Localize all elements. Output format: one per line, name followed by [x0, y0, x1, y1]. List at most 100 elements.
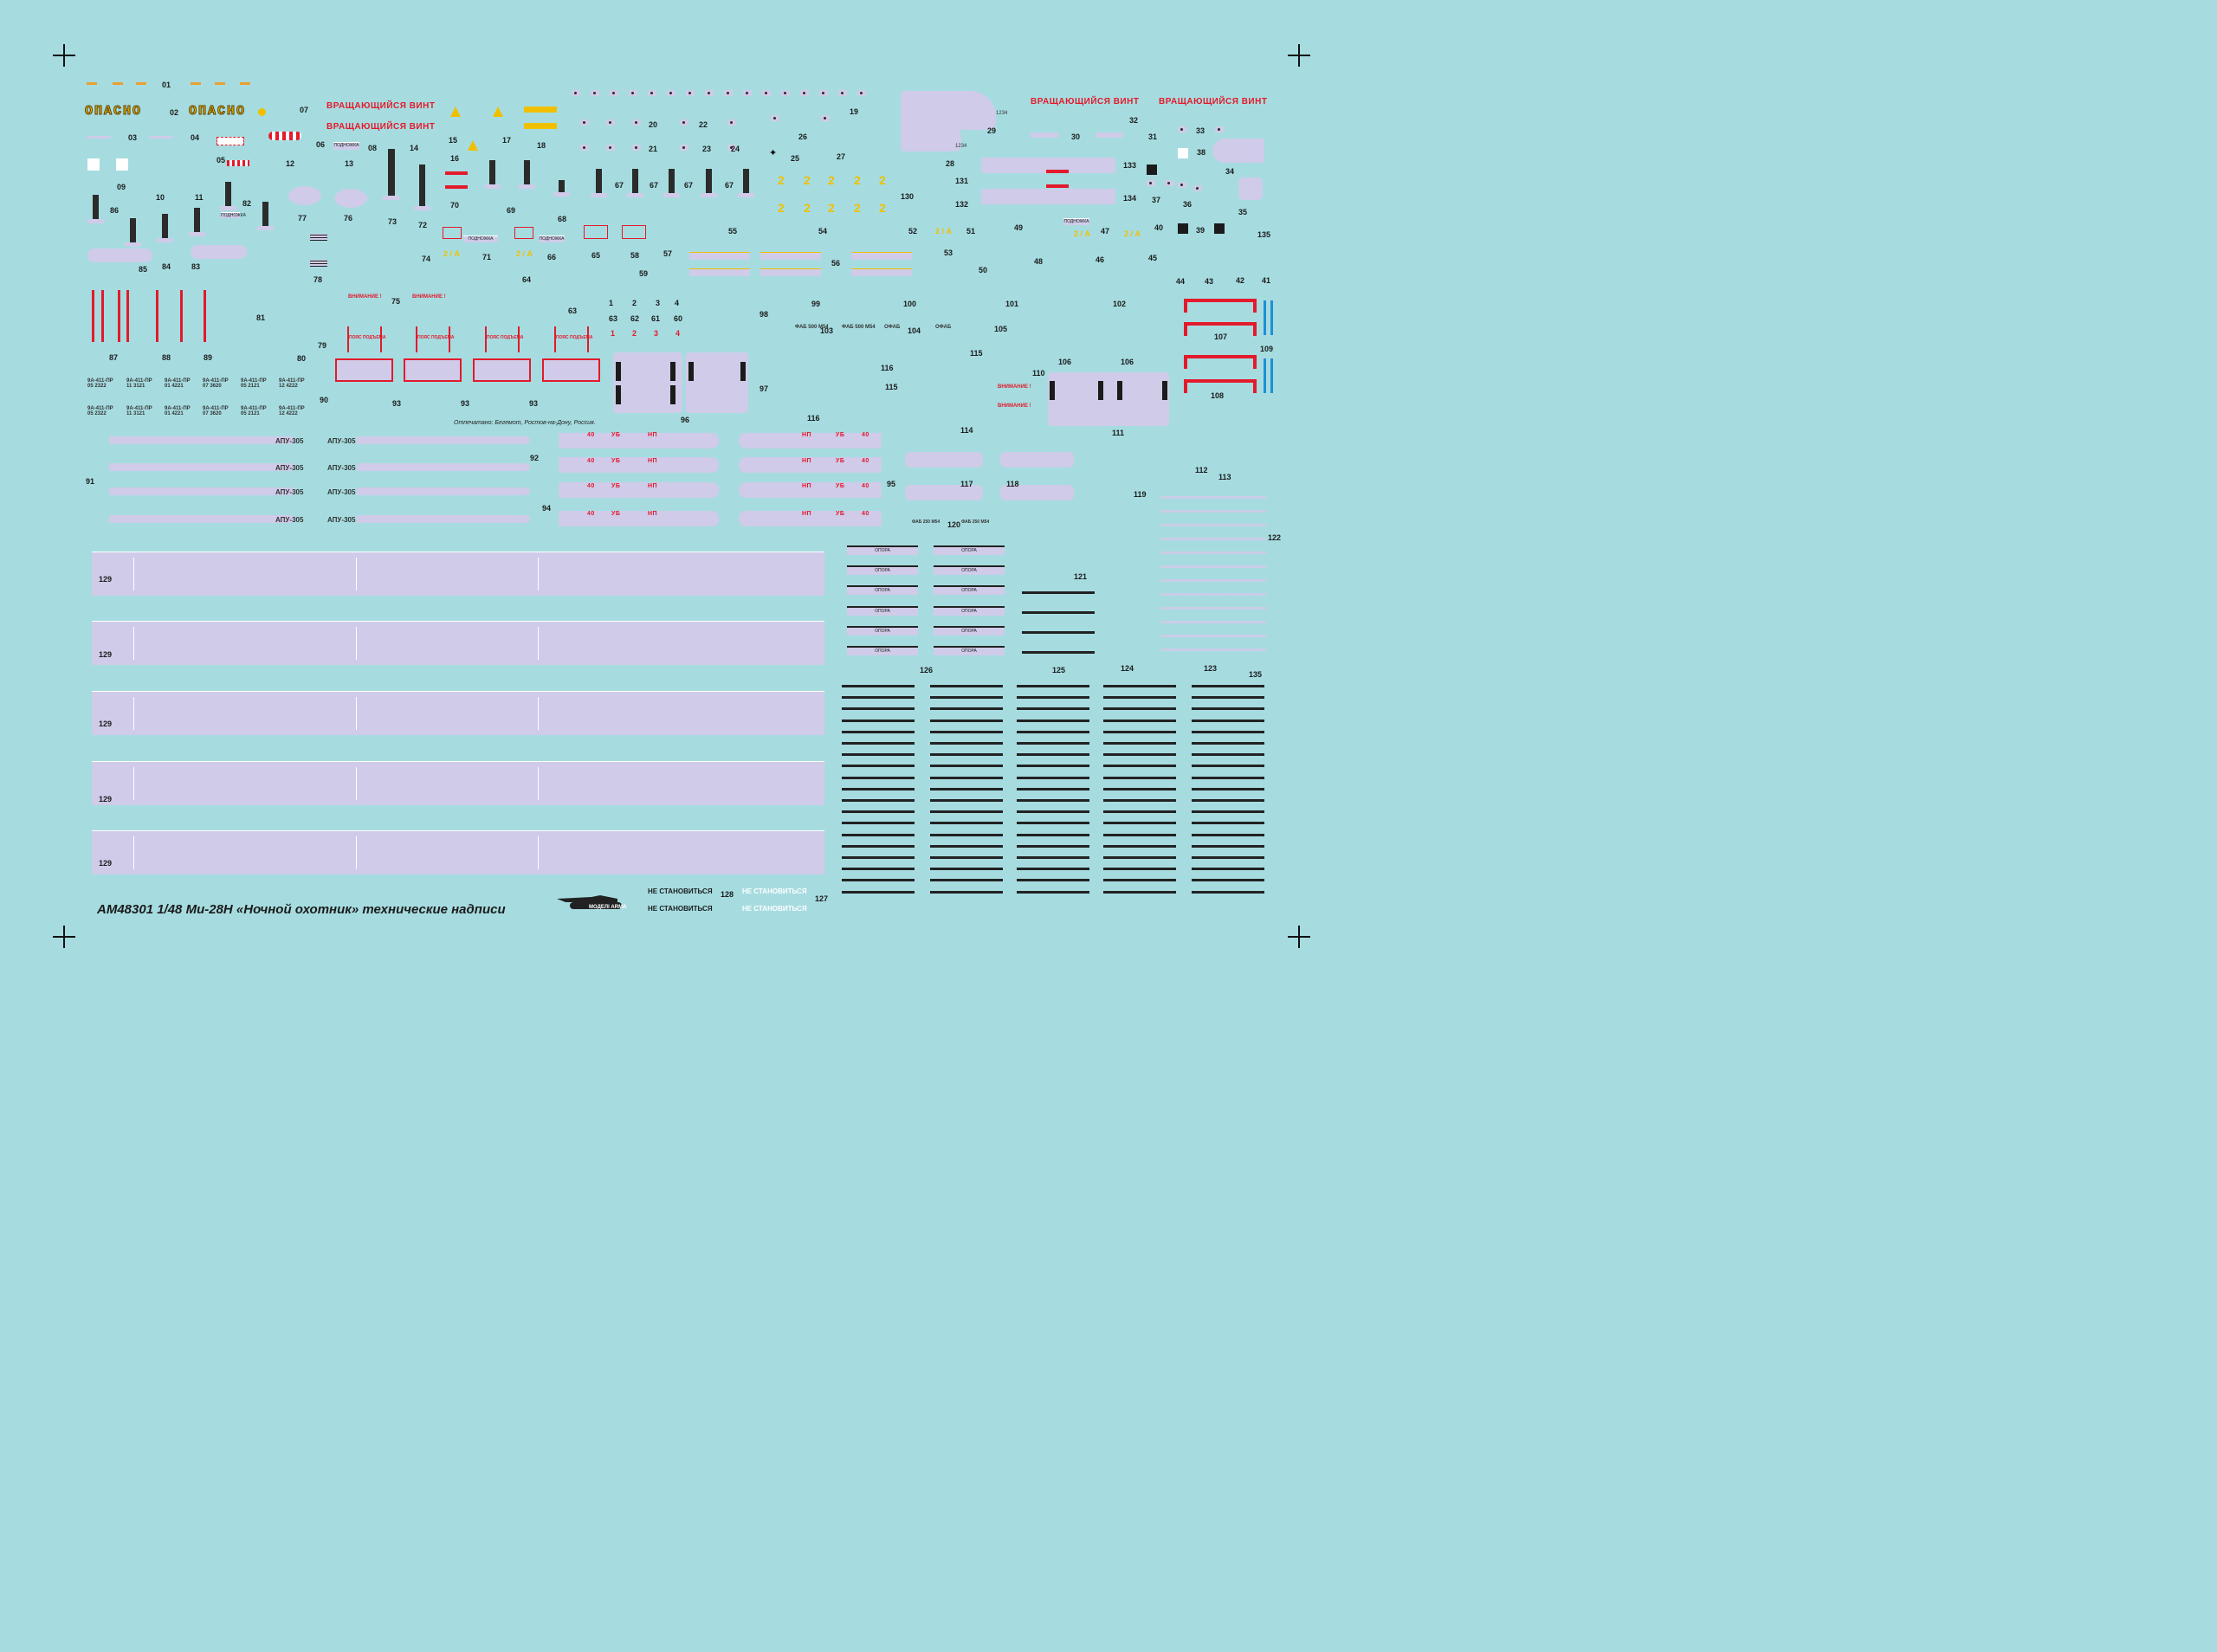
black-stripe [842, 707, 915, 711]
dash-mark [240, 82, 250, 85]
fuselage-decal [288, 186, 321, 205]
red-outline-box [622, 225, 646, 239]
decal-number: 26 [798, 132, 808, 141]
decal-number: 124 [1121, 664, 1134, 673]
launcher-label: АПУ-305 [327, 488, 356, 496]
decal-number: 24 [731, 145, 740, 153]
decal-number: 66 [547, 253, 557, 261]
support-label: ОПОРА [934, 545, 1005, 555]
black-stripe [842, 753, 915, 757]
warning-triangle-icon [493, 106, 503, 117]
fuselage-decal [87, 248, 152, 262]
black-stripe [1103, 719, 1176, 722]
decal-number: 115 [970, 349, 983, 358]
registration-cross-icon [53, 44, 75, 67]
decal-number: 92 [530, 454, 540, 462]
ammo-decal [739, 482, 882, 498]
black-stripe [842, 890, 915, 894]
decal-number: 04 [191, 133, 200, 142]
red-frame-decal [404, 358, 462, 382]
black-square [1214, 223, 1225, 234]
yellow-two: 2 [778, 173, 785, 187]
ammo-decal [559, 457, 719, 473]
ammo-np: НП [802, 432, 812, 438]
rotor-blade-decal [92, 691, 824, 735]
decal-number: 41 [1262, 276, 1271, 285]
decal-number: 85 [139, 265, 148, 274]
small-bar [1031, 132, 1058, 138]
ammo-ub: УБ [611, 483, 621, 489]
decal-number: 72 [418, 221, 428, 229]
decal-number: 63 [609, 314, 618, 323]
decal-number: 58 [630, 251, 640, 260]
launcher-decal [357, 463, 530, 471]
black-stripe [1192, 776, 1264, 779]
decal-number: 52 [908, 227, 918, 236]
fuselage-decal [686, 352, 748, 413]
decal-number: 131 [955, 177, 969, 185]
red-bracket [1184, 355, 1257, 369]
fuselage-decal [1048, 372, 1169, 426]
attention-label: ВНИМАНИЕ ! [348, 294, 382, 300]
decal-number: 84 [162, 262, 171, 271]
black-stripe [842, 765, 915, 768]
support-label: ОПОРА [934, 606, 1005, 616]
decal-number: 55 [728, 227, 738, 236]
rotor-blade-decal [92, 830, 824, 874]
black-post-decal [257, 202, 274, 230]
decal-number: 62 [630, 314, 640, 323]
mark-2a: 2 / А [1124, 229, 1141, 238]
black-stripe [930, 856, 1003, 859]
registration-cross-icon [1288, 926, 1310, 948]
black-post-decal [125, 218, 141, 247]
black-stripe [930, 810, 1003, 814]
decal-number: 102 [1113, 300, 1127, 308]
black-post-decal [484, 160, 501, 189]
decal-sheet: 01 ОПАСНО 02 ОПАСНО 07 ВРАЩАЮЩИЙСЯ ВИНТ … [0, 0, 1358, 1012]
lift-belt-decal [554, 326, 589, 352]
decal-number: 67 [615, 181, 624, 190]
decal-number: 61 [651, 314, 661, 323]
mark-2a: 2 / А [516, 249, 533, 258]
black-stripe [842, 879, 915, 882]
red-outline-box [514, 227, 533, 239]
decal-number: 98 [759, 310, 769, 319]
decal-number: 73 [388, 217, 398, 226]
fuselage-decal [905, 485, 983, 500]
yellow-text-strip [689, 268, 750, 276]
ammo-np: НП [648, 483, 658, 489]
decal-number: 34 [1225, 167, 1235, 176]
small-bar [87, 136, 111, 139]
lift-belt-decal [347, 326, 382, 352]
ammo-np: НП [802, 458, 812, 464]
black-stripe [1017, 719, 1089, 722]
belt-label: ПОЯС ПОДЪЕМА [556, 335, 593, 340]
decal-number: 107 [1214, 332, 1228, 341]
registration-cross-icon [53, 926, 75, 948]
hatched-decal [310, 260, 327, 267]
black-stripe [1192, 822, 1264, 825]
black-stripe [1017, 765, 1089, 768]
black-stripe [1017, 787, 1089, 791]
fuselage-decal [334, 189, 367, 208]
black-stripe [1192, 810, 1264, 814]
decal-number: 08 [368, 144, 378, 152]
yellow-text-strip [851, 268, 912, 276]
ammo-ub: УБ [611, 511, 621, 517]
decal-number: 49 [1014, 223, 1024, 232]
black-post-decal [414, 165, 430, 210]
decal-number: 16 [450, 154, 460, 163]
decal-number: 14 [410, 144, 419, 152]
black-stripe [1017, 742, 1089, 745]
red-stripe [1046, 184, 1069, 188]
decal-number: 106 [1058, 358, 1072, 366]
decal-number: 45 [1148, 254, 1158, 262]
black-stripe [1103, 879, 1176, 882]
decal-number: 109 [1260, 345, 1274, 353]
launcher-label: АПУ-305 [275, 437, 304, 445]
decal-number: 57 [663, 249, 673, 258]
missile-code: 9А-411-ПР 11 3121 [126, 378, 152, 389]
decal-number: 23 [702, 145, 712, 153]
decal-number: 134 [1123, 194, 1137, 203]
support-label: ОПОРА [847, 585, 918, 595]
